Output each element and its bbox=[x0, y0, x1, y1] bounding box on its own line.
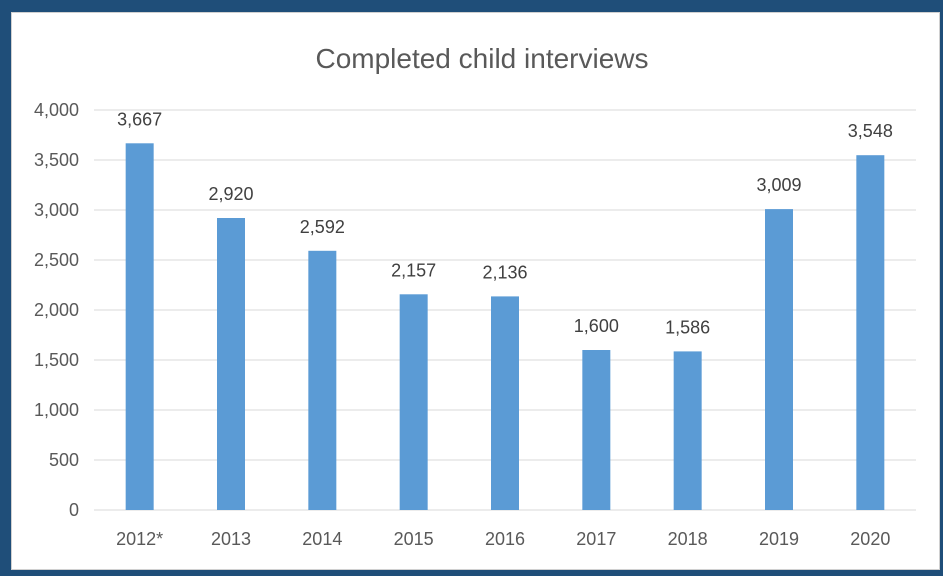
y-tick-label: 500 bbox=[49, 450, 79, 470]
bars bbox=[125, 143, 885, 511]
x-tick-label: 2016 bbox=[485, 529, 525, 549]
chart-frame: Completed child interviews 0 500 1,000 1,50… bbox=[11, 12, 940, 570]
x-tick-label: 2012* bbox=[116, 529, 163, 549]
data-label: 2,157 bbox=[391, 260, 436, 280]
x-tick-label: 2017 bbox=[576, 529, 616, 549]
bar-2017 bbox=[582, 350, 611, 510]
y-tick-label: 3,000 bbox=[34, 200, 79, 220]
bar-2019 bbox=[765, 209, 793, 510]
y-tick-label: 1,000 bbox=[34, 400, 79, 420]
y-tick-label: 3,500 bbox=[34, 150, 79, 170]
data-label: 2,592 bbox=[300, 217, 345, 237]
x-tick-label: 2014 bbox=[302, 529, 342, 549]
bar-2014 bbox=[308, 250, 337, 511]
data-label: 1,586 bbox=[665, 317, 710, 337]
y-tick-label: 2,000 bbox=[34, 300, 79, 320]
y-tick-label: 2,500 bbox=[34, 250, 79, 270]
bar-chart: Completed child interviews 0 500 1,000 1,50… bbox=[34, 43, 916, 549]
x-tick-label: 2018 bbox=[668, 529, 708, 549]
x-tick-label: 2019 bbox=[759, 529, 799, 549]
y-axis-tick-labels: 0 500 1,000 1,500 2,000 2,500 3,000 3,500 4,000 bbox=[34, 100, 79, 520]
x-axis-tick-labels: 2012* 2013 2014 2015 2016 2017 2018 2019 2020 bbox=[116, 529, 890, 549]
x-tick-label: 2013 bbox=[211, 529, 251, 549]
chart-title: Completed child interviews bbox=[315, 43, 648, 74]
y-tick-label: 1,500 bbox=[34, 350, 79, 370]
data-label: 3,667 bbox=[117, 109, 162, 129]
bar-2020 bbox=[856, 155, 885, 510]
data-label: 3,009 bbox=[756, 175, 801, 195]
data-label: 3,548 bbox=[848, 121, 893, 141]
bar-2015 bbox=[399, 294, 428, 510]
y-tick-label: 0 bbox=[69, 500, 79, 520]
bar-2018 bbox=[673, 351, 702, 510]
data-labels: 3,667 2,920 2,592 2,157 2,136 1,600 1,586 3,009… bbox=[117, 109, 893, 337]
bar-2012 bbox=[125, 143, 154, 511]
bar-2016 bbox=[491, 296, 519, 510]
data-label: 2,136 bbox=[482, 262, 527, 282]
x-tick-label: 2015 bbox=[394, 529, 434, 549]
data-label: 1,600 bbox=[574, 316, 619, 336]
bar-2013 bbox=[217, 218, 245, 510]
data-label: 2,920 bbox=[208, 184, 253, 204]
y-tick-label: 4,000 bbox=[34, 100, 79, 120]
x-tick-label: 2020 bbox=[850, 529, 890, 549]
